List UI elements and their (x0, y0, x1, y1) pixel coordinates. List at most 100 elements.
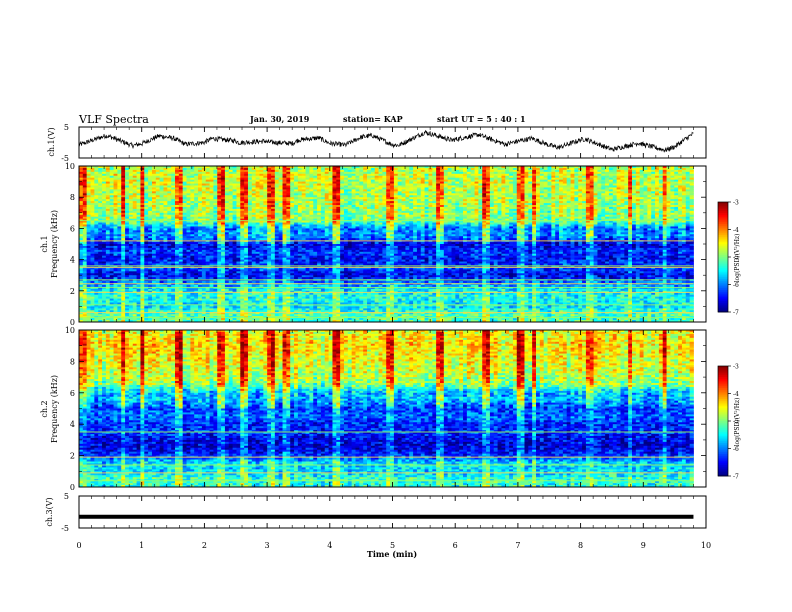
spectrogram-cell (128, 314, 134, 317)
spectrogram-cell (121, 255, 126, 259)
spectrogram-cell (240, 253, 245, 257)
spectrogram-cell (109, 177, 114, 181)
spectrogram-cell (94, 259, 99, 262)
spectrogram-cell (105, 216, 111, 220)
spectrogram-cell (194, 296, 199, 299)
spectrogram-cell (271, 255, 276, 259)
spectrogram-cell (86, 308, 91, 311)
spectrogram-cell (263, 249, 268, 253)
spectrogram-cell (90, 318, 95, 321)
spectrogram-cell (255, 179, 260, 182)
spectrogram-cell (136, 247, 141, 251)
spectrogram-cell (221, 300, 226, 303)
spectrogram-cell (144, 275, 149, 278)
spectrogram-cell (113, 244, 118, 247)
spectrogram-cell (201, 277, 207, 280)
spectrogram-cell (175, 296, 180, 299)
spectrogram-cell (175, 185, 180, 188)
spectrogram-cell (259, 281, 264, 284)
spectrogram-cell (190, 218, 195, 221)
spectrogram-cell (259, 201, 264, 204)
spectrogram-cell (205, 265, 210, 268)
spectrogram-cell (151, 249, 157, 253)
spectrogram-cell (159, 271, 164, 274)
spectrogram-cell (117, 226, 122, 229)
spectrogram-cell (86, 222, 91, 225)
spectrogram-cell (151, 203, 157, 206)
spectrogram-cell (228, 236, 234, 239)
spectrogram-cell (117, 271, 122, 274)
spectrogram-cell (94, 244, 99, 247)
spectrogram-cell (232, 218, 237, 221)
spectrogram-cell (263, 181, 268, 184)
spectrogram-cell (102, 261, 107, 264)
spectrogram-cell (205, 226, 210, 229)
spectrogram-cell (109, 206, 114, 210)
spectrogram-cell (194, 234, 199, 237)
spectrogram-cell (125, 236, 130, 239)
spectrogram-cell (217, 267, 222, 270)
spectrogram-cell (232, 214, 237, 218)
spectrogram-cell (125, 224, 130, 227)
spectrogram-cell (224, 310, 230, 313)
spectrogram-cell (201, 228, 207, 231)
spectrogram-cell (117, 249, 122, 253)
spectrogram-cell (151, 251, 157, 255)
spectrogram-cell (217, 177, 222, 181)
spectrogram-cell (171, 320, 176, 323)
spectrogram-cell (190, 244, 195, 247)
spectrogram-cell (140, 220, 145, 223)
spectrogram-cell (121, 222, 126, 225)
spectrogram-cell (102, 281, 107, 284)
spectrogram-cell (132, 220, 138, 223)
spectrogram-cell (267, 302, 272, 305)
spectrogram-cell (144, 224, 149, 227)
spectrogram-cell (86, 201, 91, 204)
spectrogram-cell (186, 208, 191, 212)
spectrogram-cell (182, 249, 187, 253)
spectrogram-cell (98, 275, 103, 278)
spectrogram-cell (247, 306, 253, 309)
spectrogram-cell (232, 255, 237, 259)
spectrogram-cell (205, 288, 210, 292)
spectrogram-cell (132, 302, 138, 305)
spectrogram-cell (251, 226, 257, 229)
spectrogram-cell (155, 300, 161, 303)
spectrogram-cell (98, 222, 103, 225)
spectrogram-cell (205, 251, 210, 255)
spectrogram-cell (178, 242, 184, 245)
spectrogram-cell (247, 208, 253, 212)
spectrogram-cell (224, 195, 230, 198)
spectrogram-cell (217, 230, 222, 233)
spectrogram-cell (86, 230, 91, 233)
spectrogram-cell (194, 281, 199, 284)
spectrogram-cell (267, 244, 272, 247)
spectrogram-cell (271, 208, 276, 212)
spectrogram-cell (247, 216, 253, 220)
spectrogram-cell (94, 267, 99, 270)
spectrogram-cell (240, 310, 245, 313)
spectrogram-cell (221, 228, 226, 231)
spectrogram-cell (224, 318, 230, 321)
spectrogram-cell (159, 261, 164, 264)
spectrogram-cell (159, 244, 164, 247)
spectrogram-cell (128, 271, 134, 274)
spectrogram-cell (144, 242, 149, 245)
spectrogram-cell (148, 185, 153, 188)
spectrogram-cell (198, 218, 203, 221)
spectrogram-cell (228, 292, 234, 296)
spectrogram-cell (163, 224, 168, 227)
spectrogram-cell (209, 171, 214, 175)
spectrogram-cell (209, 259, 214, 262)
spectrogram-cell (251, 249, 257, 253)
spectrogram-cell (259, 245, 264, 249)
spectrogram-cell (86, 181, 91, 184)
spectrogram-cell (102, 259, 107, 262)
spectrogram-cell (217, 261, 222, 264)
spectrogram-cell (232, 298, 237, 301)
spectrogram-cell (171, 275, 176, 278)
spectrogram-cell (271, 253, 276, 257)
spectrogram-cell (228, 251, 234, 255)
spectrogram-cell (236, 257, 241, 260)
spectrogram-cell (240, 236, 245, 239)
